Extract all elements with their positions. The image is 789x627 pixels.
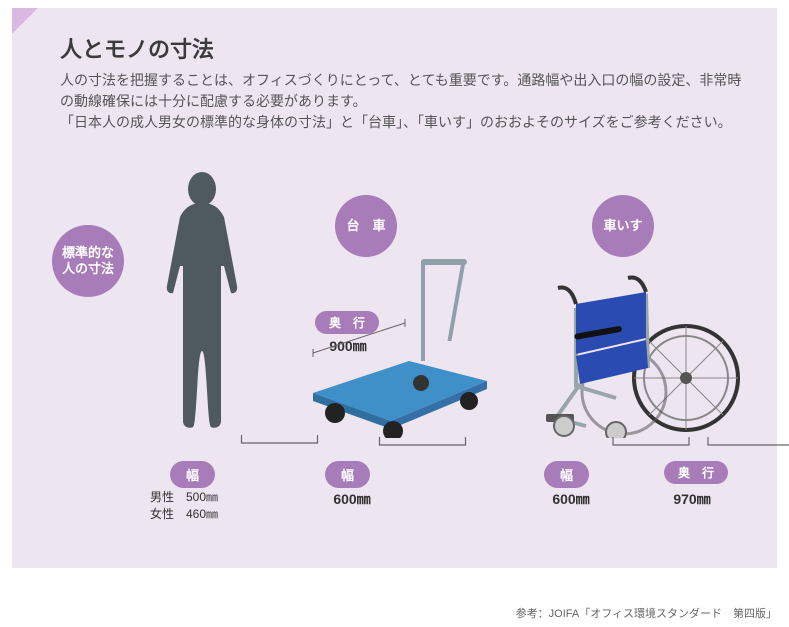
citation-text: 参考：JOIFA「オフィス環境スタンダード 第四版」 — [516, 605, 777, 621]
trolley-width-bracket-icon — [305, 435, 540, 449]
trolley-icon — [301, 253, 491, 438]
person-width-details: 男性 500㎜ 女性 460㎜ — [150, 489, 218, 523]
trolley-label-text: 台 車 — [346, 218, 385, 234]
paragraph-line1: 人の寸法を把握することは、オフィスづくりにとって、とても重要です。通路幅や出入口… — [60, 72, 741, 109]
wheelchair-depth-value: 970㎜ — [657, 489, 727, 509]
trolley-column: 台 車 奥 行 900㎜ — [277, 163, 512, 553]
panel-paragraph: 人の寸法を把握することは、オフィスづくりにとって、とても重要です。通路幅や出入口… — [60, 70, 750, 133]
person-female-width: 女性 460㎜ — [150, 506, 218, 523]
wheelchair-width-value: 600㎜ — [536, 489, 606, 509]
wheelchair-depth-label: 奥 行 — [664, 461, 728, 484]
person-column: 標準的な 人の寸法 幅 男性 500㎜ 女性 460㎜ — [42, 163, 277, 553]
info-panel: 人とモノの寸法 人の寸法を把握することは、オフィスづくりにとって、とても重要です… — [12, 8, 777, 568]
paragraph-line2: 「日本人の成人男女の標準的な身体の寸法」と「台車」、「車いす」のおおよそのサイズ… — [60, 114, 732, 130]
panel-title: 人とモノの寸法 — [60, 32, 214, 64]
person-label-line2: 人の寸法 — [62, 261, 114, 277]
wheelchair-width-label: 幅 — [544, 461, 589, 488]
trolley-width-value: 600㎜ — [317, 489, 387, 509]
wheelchair-label: 車いす — [592, 195, 654, 257]
person-label: 標準的な 人の寸法 — [52, 225, 124, 297]
wheelchair-column: 車いす — [512, 163, 762, 553]
corner-decoration — [12, 8, 38, 34]
person-label-line1: 標準的な — [62, 245, 114, 261]
person-male-width: 男性 500㎜ — [150, 489, 218, 506]
person-width-label: 幅 — [170, 461, 215, 488]
wheelchair-icon — [516, 268, 756, 438]
figures-row: 標準的な 人の寸法 幅 男性 500㎜ 女性 460㎜ 台 車 — [42, 163, 762, 553]
wheelchair-label-text: 車いす — [603, 218, 642, 234]
trolley-label: 台 車 — [335, 195, 397, 257]
trolley-width-label: 幅 — [325, 461, 370, 488]
person-silhouette-icon — [147, 171, 257, 431]
wheelchair-depth-bracket-icon — [636, 435, 789, 449]
